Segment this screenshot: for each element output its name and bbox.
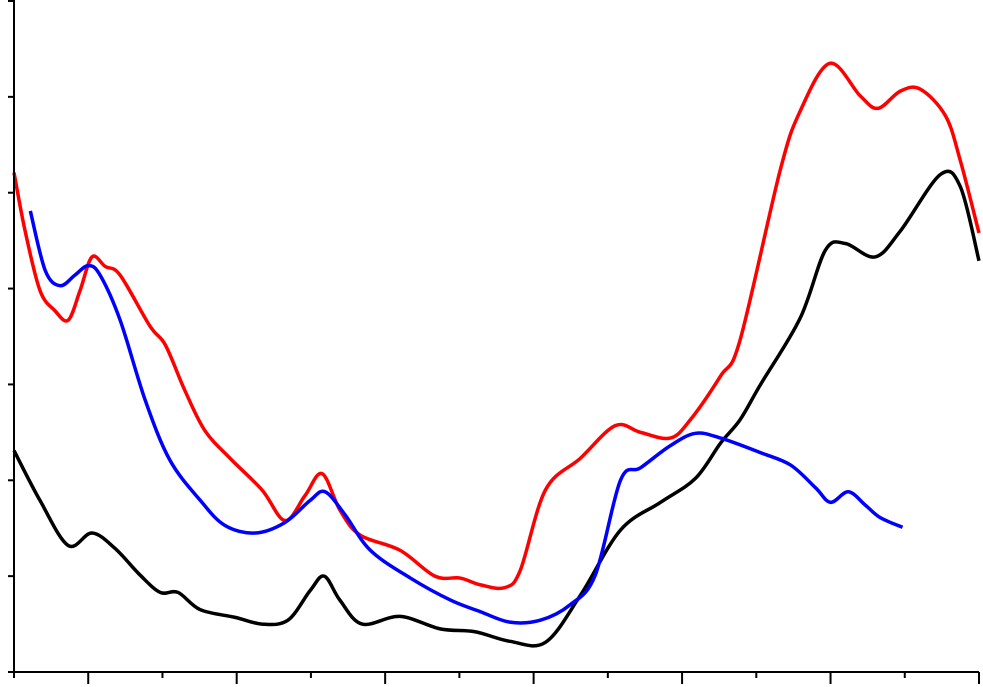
- data-line: [28, 210, 904, 625]
- data-line: [12, 61, 981, 591]
- data-line: [12, 169, 981, 648]
